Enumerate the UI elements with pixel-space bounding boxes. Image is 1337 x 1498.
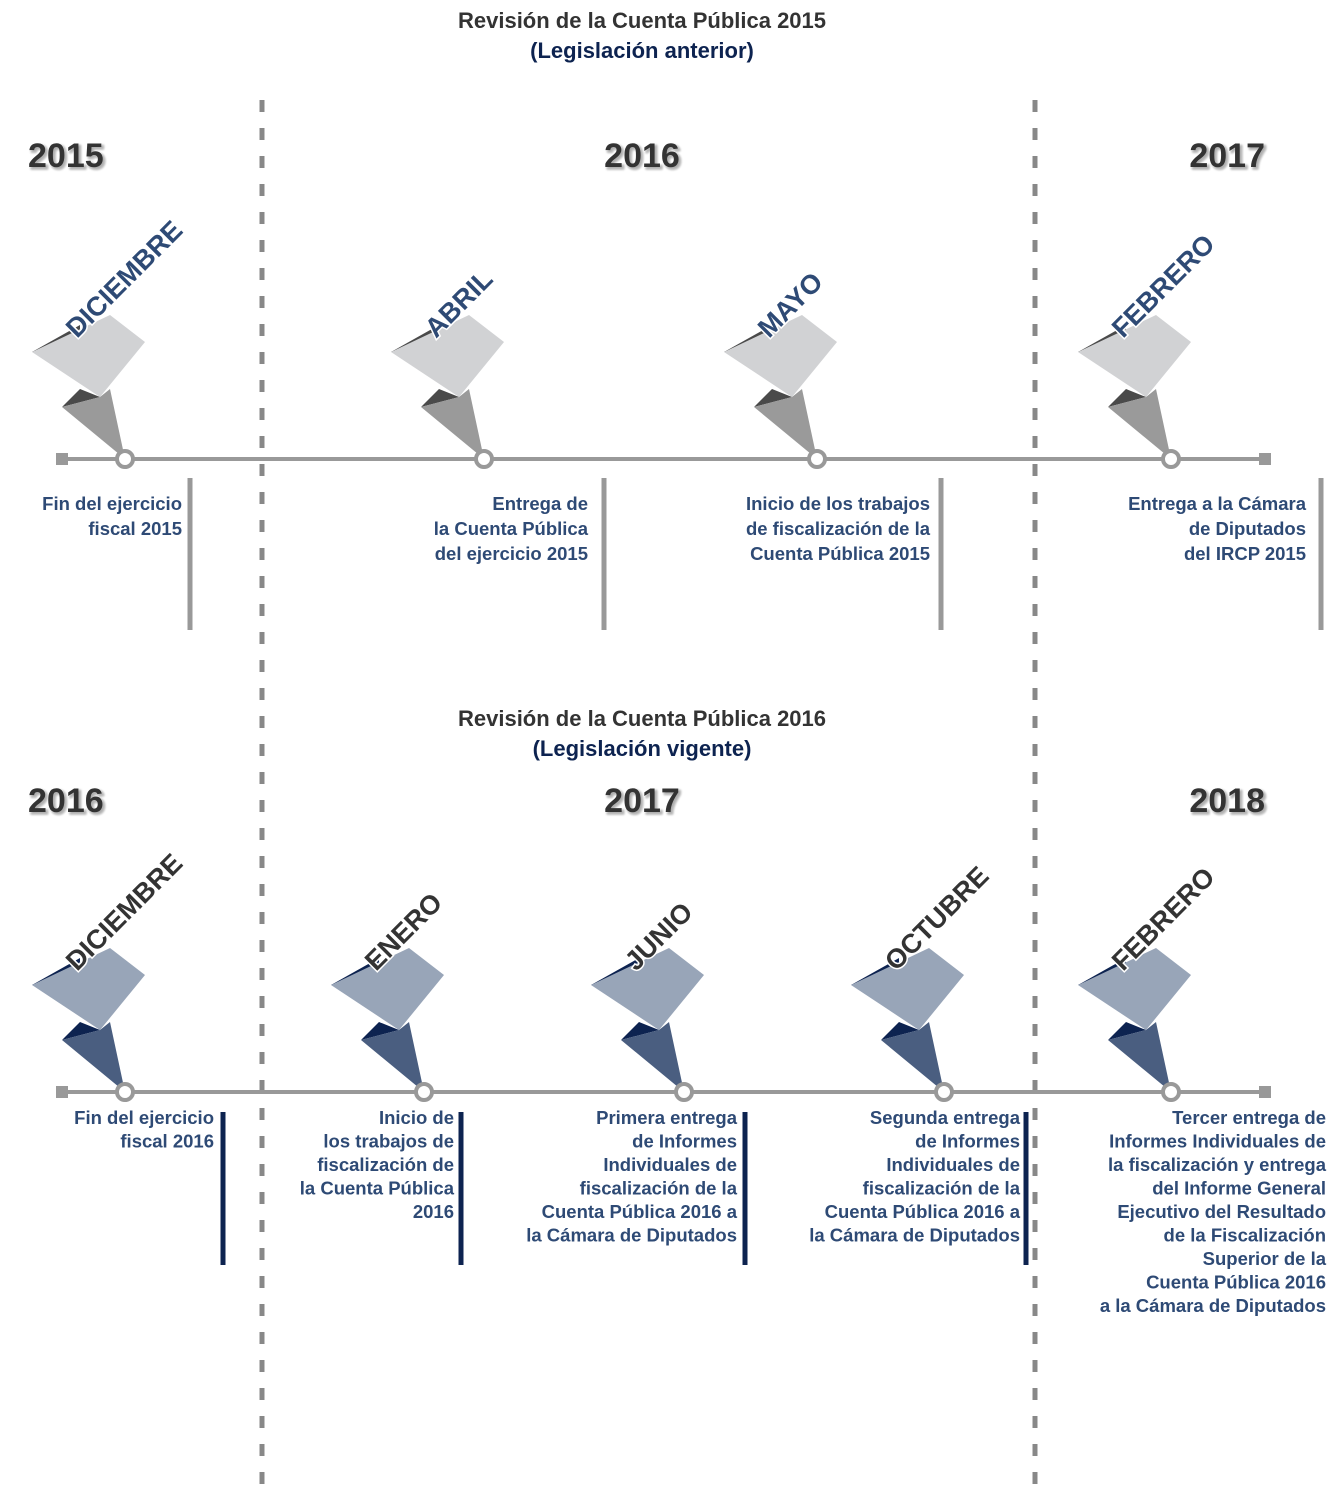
flag-dark-small [1108,389,1146,407]
flag-light [1078,315,1191,397]
event-text: de Informes [632,1131,737,1152]
flag-dark-small [62,389,100,407]
flag-stem [1108,1022,1171,1092]
event-text: fiscalización de la [580,1178,738,1199]
event-dot [807,449,827,469]
axis-end [1259,1086,1271,1098]
flag-light [32,948,145,1030]
event-text: la Cámara de Diputados [809,1225,1020,1246]
flag-dark-small [361,1022,399,1040]
year-label: 2017 [1189,137,1265,175]
flag-stem [421,389,484,459]
flag-dark-small [881,1022,919,1040]
flag-stem [881,1022,944,1092]
event-text: del IRCP 2015 [1184,543,1306,564]
event-text: fiscalización de la [863,1178,1021,1199]
month-label: DICIEMBRE [60,215,188,343]
event-text: Segunda entrega [870,1107,1021,1128]
flag-stem [754,389,817,459]
flag-dark-small [754,389,792,407]
flag-stem [621,1022,684,1092]
event-text: Fin del ejercicio [74,1107,214,1128]
event-text: Superior de la [1203,1248,1327,1269]
event-text: Informes Individuales de [1109,1131,1326,1152]
flag-light [331,948,444,1030]
event-text: Fin del ejercicio [42,493,182,514]
event-text: de fiscalización de la [746,518,931,539]
event-text: a la Cámara de Diputados [1100,1295,1326,1316]
event-dot [934,1082,954,1102]
event-text: fiscal 2015 [88,518,182,539]
flag-stem [62,1022,125,1092]
event-dot [674,1082,694,1102]
event-text: Tercer entrega de [1172,1107,1326,1128]
year-label: 2015 [28,137,104,175]
event-dot [474,449,494,469]
timeline-subtitle: (Legislación anterior) [530,38,754,63]
year-label: 2017 [604,782,680,820]
event-text: Inicio de los trabajos [746,493,930,514]
event-dot [1161,1082,1181,1102]
event-text: del Informe General [1152,1178,1326,1199]
flag-light [32,315,145,397]
event-text: fiscalización de [317,1154,454,1175]
event-text: Entrega a la Cámara [1128,493,1307,514]
flag-dark-small [1108,1022,1146,1040]
flag-light [851,948,964,1030]
year-label: 2016 [604,137,680,175]
event-text: 2016 [413,1201,454,1222]
flag-stem [62,389,125,459]
event-text: la Cuenta Pública [434,518,589,539]
flag-light [1078,948,1191,1030]
flag-stem [361,1022,424,1092]
year-label: 2018 [1189,782,1265,820]
event-text: Cuenta Pública 2016 [1146,1272,1326,1293]
event-text: Cuenta Pública 2016 a [542,1201,738,1222]
event-dot [1161,449,1181,469]
axis-end [56,1086,68,1098]
event-text: de la Fiscalización [1164,1225,1326,1246]
year-label: 2016 [28,782,104,820]
event-text: Individuales de [886,1154,1020,1175]
timeline-title: Revisión de la Cuenta Pública 2015 [458,8,826,33]
flag-stem [1108,389,1171,459]
flag-light [391,315,504,397]
event-text: Entrega de [492,493,588,514]
month-label: DICIEMBRE [60,848,188,976]
event-dot [115,1082,135,1102]
flag-dark-small [621,1022,659,1040]
event-text: de Diputados [1189,518,1306,539]
timeline-subtitle: (Legislación vigente) [533,736,752,761]
event-text: Cuenta Pública 2016 a [825,1201,1021,1222]
event-dot [414,1082,434,1102]
axis-end [1259,453,1271,465]
event-text: Individuales de [603,1154,737,1175]
event-dot [115,449,135,469]
event-text: la Cámara de Diputados [526,1225,737,1246]
event-text: del ejercicio 2015 [435,543,588,564]
flag-light [591,948,704,1030]
axis-end [56,453,68,465]
event-text: los trabajos de [323,1131,454,1152]
event-text: Cuenta Pública 2015 [750,543,930,564]
flag-light [724,315,837,397]
event-text: la fiscalización y entrega [1108,1154,1327,1175]
flag-dark-small [421,389,459,407]
event-text: de Informes [915,1131,1020,1152]
event-text: Inicio de [379,1107,454,1128]
event-text: Primera entrega [596,1107,738,1128]
event-text: la Cuenta Pública [300,1178,455,1199]
event-text: fiscal 2016 [120,1131,214,1152]
flag-dark-small [62,1022,100,1040]
event-text: Ejecutivo del Resultado [1117,1201,1326,1222]
timeline-title: Revisión de la Cuenta Pública 2016 [458,706,826,731]
